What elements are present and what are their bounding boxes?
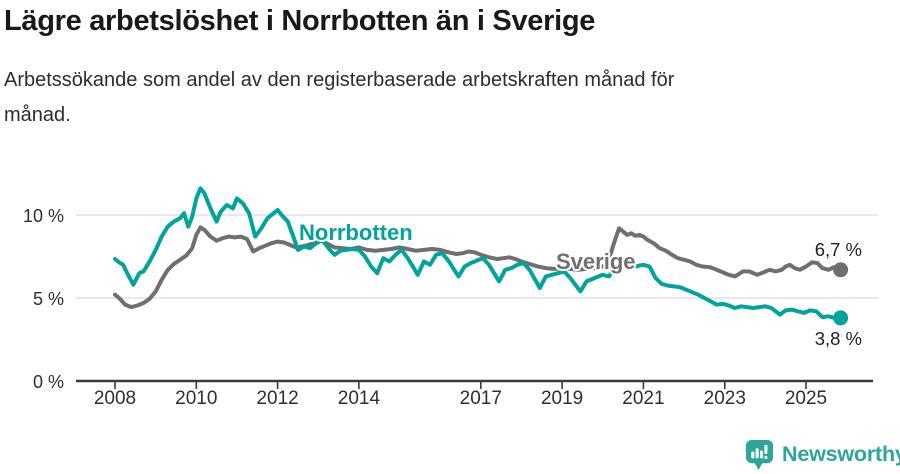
chart-subtitle-line1: Arbetssökande som andel av den registerb… <box>4 69 675 91</box>
x-tick-label-2017: 2017 <box>460 388 502 409</box>
x-tick-label-2014: 2014 <box>338 388 381 409</box>
end-value-label-sverige: 6,7 % <box>814 239 862 260</box>
x-tick-label-2021: 2021 <box>622 388 664 409</box>
x-tick-label-2010: 2010 <box>175 388 217 409</box>
newsworthy-brand-text: Newsworthy <box>782 441 900 466</box>
x-tick-label-2012: 2012 <box>256 388 298 409</box>
y-tick-label-10pct: 10 % <box>23 206 64 226</box>
chart-subtitle-line2: månad. <box>4 104 71 126</box>
newsworthy-brand-link[interactable]: Newsworthy <box>744 437 900 471</box>
x-tick-label-2008: 2008 <box>94 388 136 409</box>
newsworthy-logo-icon <box>745 439 774 470</box>
series-line-norrbotten <box>113 186 843 320</box>
end-dot-sverige <box>833 262 849 278</box>
series-label-norrbotten: Norrbotten <box>299 220 413 245</box>
unemployment-line-chart: 2008 2010 2012 2014 2017 2019 2021 2023 2025 0 % 5… <box>0 155 900 417</box>
y-tick-label-0pct: 0 % <box>33 372 64 392</box>
x-tick-label-2025: 2025 <box>785 388 827 409</box>
series-line-sverige <box>113 225 843 310</box>
y-tick-label-5pct: 5 % <box>33 289 64 309</box>
series-label-sverige: Sverige <box>556 249 636 274</box>
x-tick-label-2023: 2023 <box>704 388 746 409</box>
end-value-label-norrbotten: 3,8 % <box>814 328 862 349</box>
line-chart-canvas: 2008 2010 2012 2014 2017 2019 2021 2023 2025 0 % 5… <box>23 186 878 409</box>
end-dot-norrbotten <box>833 310 849 326</box>
x-tick-label-2019: 2019 <box>541 388 583 409</box>
chart-title: Lägre arbetslöshet i Norrbotten än i Sve… <box>4 5 596 37</box>
chart-subtitle: Arbetssökande som andel av den registerb… <box>4 63 884 133</box>
